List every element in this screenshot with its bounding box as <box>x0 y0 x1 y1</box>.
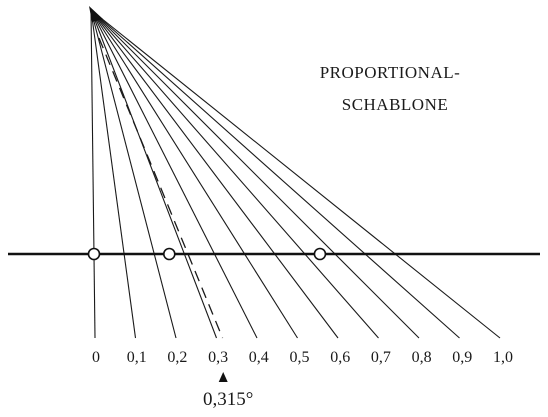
scale-label-8: 0,8 <box>412 349 432 366</box>
scale-labels: 0 0,1 0,2 0,3 0,4 0,5 0,6 0,7 0,8 0,9 1,0 <box>92 349 513 366</box>
ray-0,5 <box>90 9 298 339</box>
ray-group <box>90 9 501 339</box>
ray-0,6 <box>90 9 339 339</box>
ray-0,9 <box>90 9 460 339</box>
ray-0,7 <box>90 9 379 339</box>
scale-label-7: 0,7 <box>371 349 391 366</box>
highlighted-ray-label: 0,315° <box>203 389 253 410</box>
ray-0,3 <box>90 9 218 339</box>
title-line-1: PROPORTIONAL- <box>320 63 461 82</box>
scale-label-3: 0,3 <box>208 349 228 366</box>
scale-label-6: 0,6 <box>330 349 350 366</box>
ray-0,2 <box>90 9 177 339</box>
apex-point <box>89 6 103 22</box>
pointer-triangle-icon <box>218 372 228 382</box>
scale-label-1: 0,1 <box>127 349 147 366</box>
ray-highlighted-dashed <box>98 37 224 339</box>
ray-0,4 <box>90 9 258 339</box>
ray-0 <box>90 9 96 339</box>
measurement-point-1 <box>87 247 101 261</box>
ray-1,0 <box>90 9 501 339</box>
title-line-2: SCHABLONE <box>342 95 449 114</box>
scale-label-2: 0,2 <box>167 349 187 366</box>
measurement-point-3 <box>313 247 327 261</box>
scale-label-5: 0,5 <box>290 349 310 366</box>
measurement-point-group <box>87 247 327 261</box>
scale-label-9: 0,9 <box>452 349 472 366</box>
ray-0,1 <box>90 9 137 339</box>
scale-label-0: 0 <box>92 349 100 366</box>
ray-0,8 <box>90 9 420 339</box>
title-block: PROPORTIONAL- SCHABLONE <box>320 63 461 114</box>
scale-label-4: 0,4 <box>249 349 269 366</box>
measurement-point-2 <box>162 247 176 261</box>
scale-label-10: 1,0 <box>493 349 513 366</box>
